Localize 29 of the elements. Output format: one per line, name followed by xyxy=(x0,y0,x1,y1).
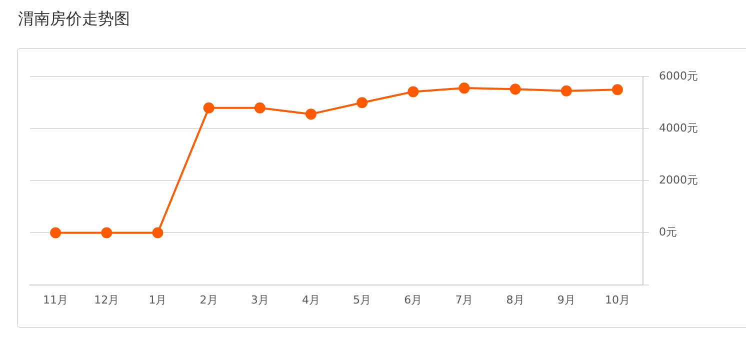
x-tick-label: 11月 xyxy=(43,293,68,306)
x-tick-label: 8月 xyxy=(506,293,524,306)
point xyxy=(510,84,521,95)
x-tick-label: 3月 xyxy=(250,293,269,306)
y-tick-label: 4000元 xyxy=(659,122,698,135)
x-tick-label: 6月 xyxy=(404,293,422,306)
point xyxy=(408,86,419,98)
x-tick-label: 12月 xyxy=(94,293,120,306)
x-tick-label: 4月 xyxy=(302,293,320,306)
y-tick-label: 6000元 xyxy=(659,69,698,82)
point xyxy=(203,102,214,114)
y-tick-label: 2000元 xyxy=(659,174,698,187)
point xyxy=(50,227,62,238)
x-tick-label: 10月 xyxy=(604,293,630,306)
point xyxy=(356,97,368,108)
x-tick-label: 1月 xyxy=(148,293,167,306)
point xyxy=(305,108,316,120)
y-tick-label: 0元 xyxy=(659,226,678,239)
point xyxy=(560,85,572,96)
chart-title: 渭南房价走势图 xyxy=(18,9,130,30)
x-tick-label: 5月 xyxy=(353,293,372,306)
point xyxy=(152,227,164,238)
x-tick-label: 7月 xyxy=(455,293,474,306)
point xyxy=(612,84,623,96)
point xyxy=(101,227,112,238)
x-tick-label: 2月 xyxy=(200,293,218,306)
x-tick-label: 9月 xyxy=(557,293,576,306)
point xyxy=(254,102,266,114)
point xyxy=(458,82,470,94)
